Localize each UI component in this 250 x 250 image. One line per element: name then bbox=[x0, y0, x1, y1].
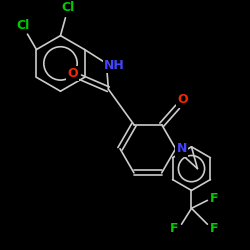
Text: O: O bbox=[177, 94, 188, 106]
Text: Cl: Cl bbox=[16, 19, 29, 32]
Text: N: N bbox=[176, 142, 187, 155]
Text: NH: NH bbox=[104, 59, 125, 72]
Text: O: O bbox=[67, 67, 78, 80]
Text: F: F bbox=[210, 192, 218, 205]
Text: Cl: Cl bbox=[62, 1, 75, 14]
Text: F: F bbox=[210, 222, 218, 235]
Text: F: F bbox=[170, 222, 179, 235]
